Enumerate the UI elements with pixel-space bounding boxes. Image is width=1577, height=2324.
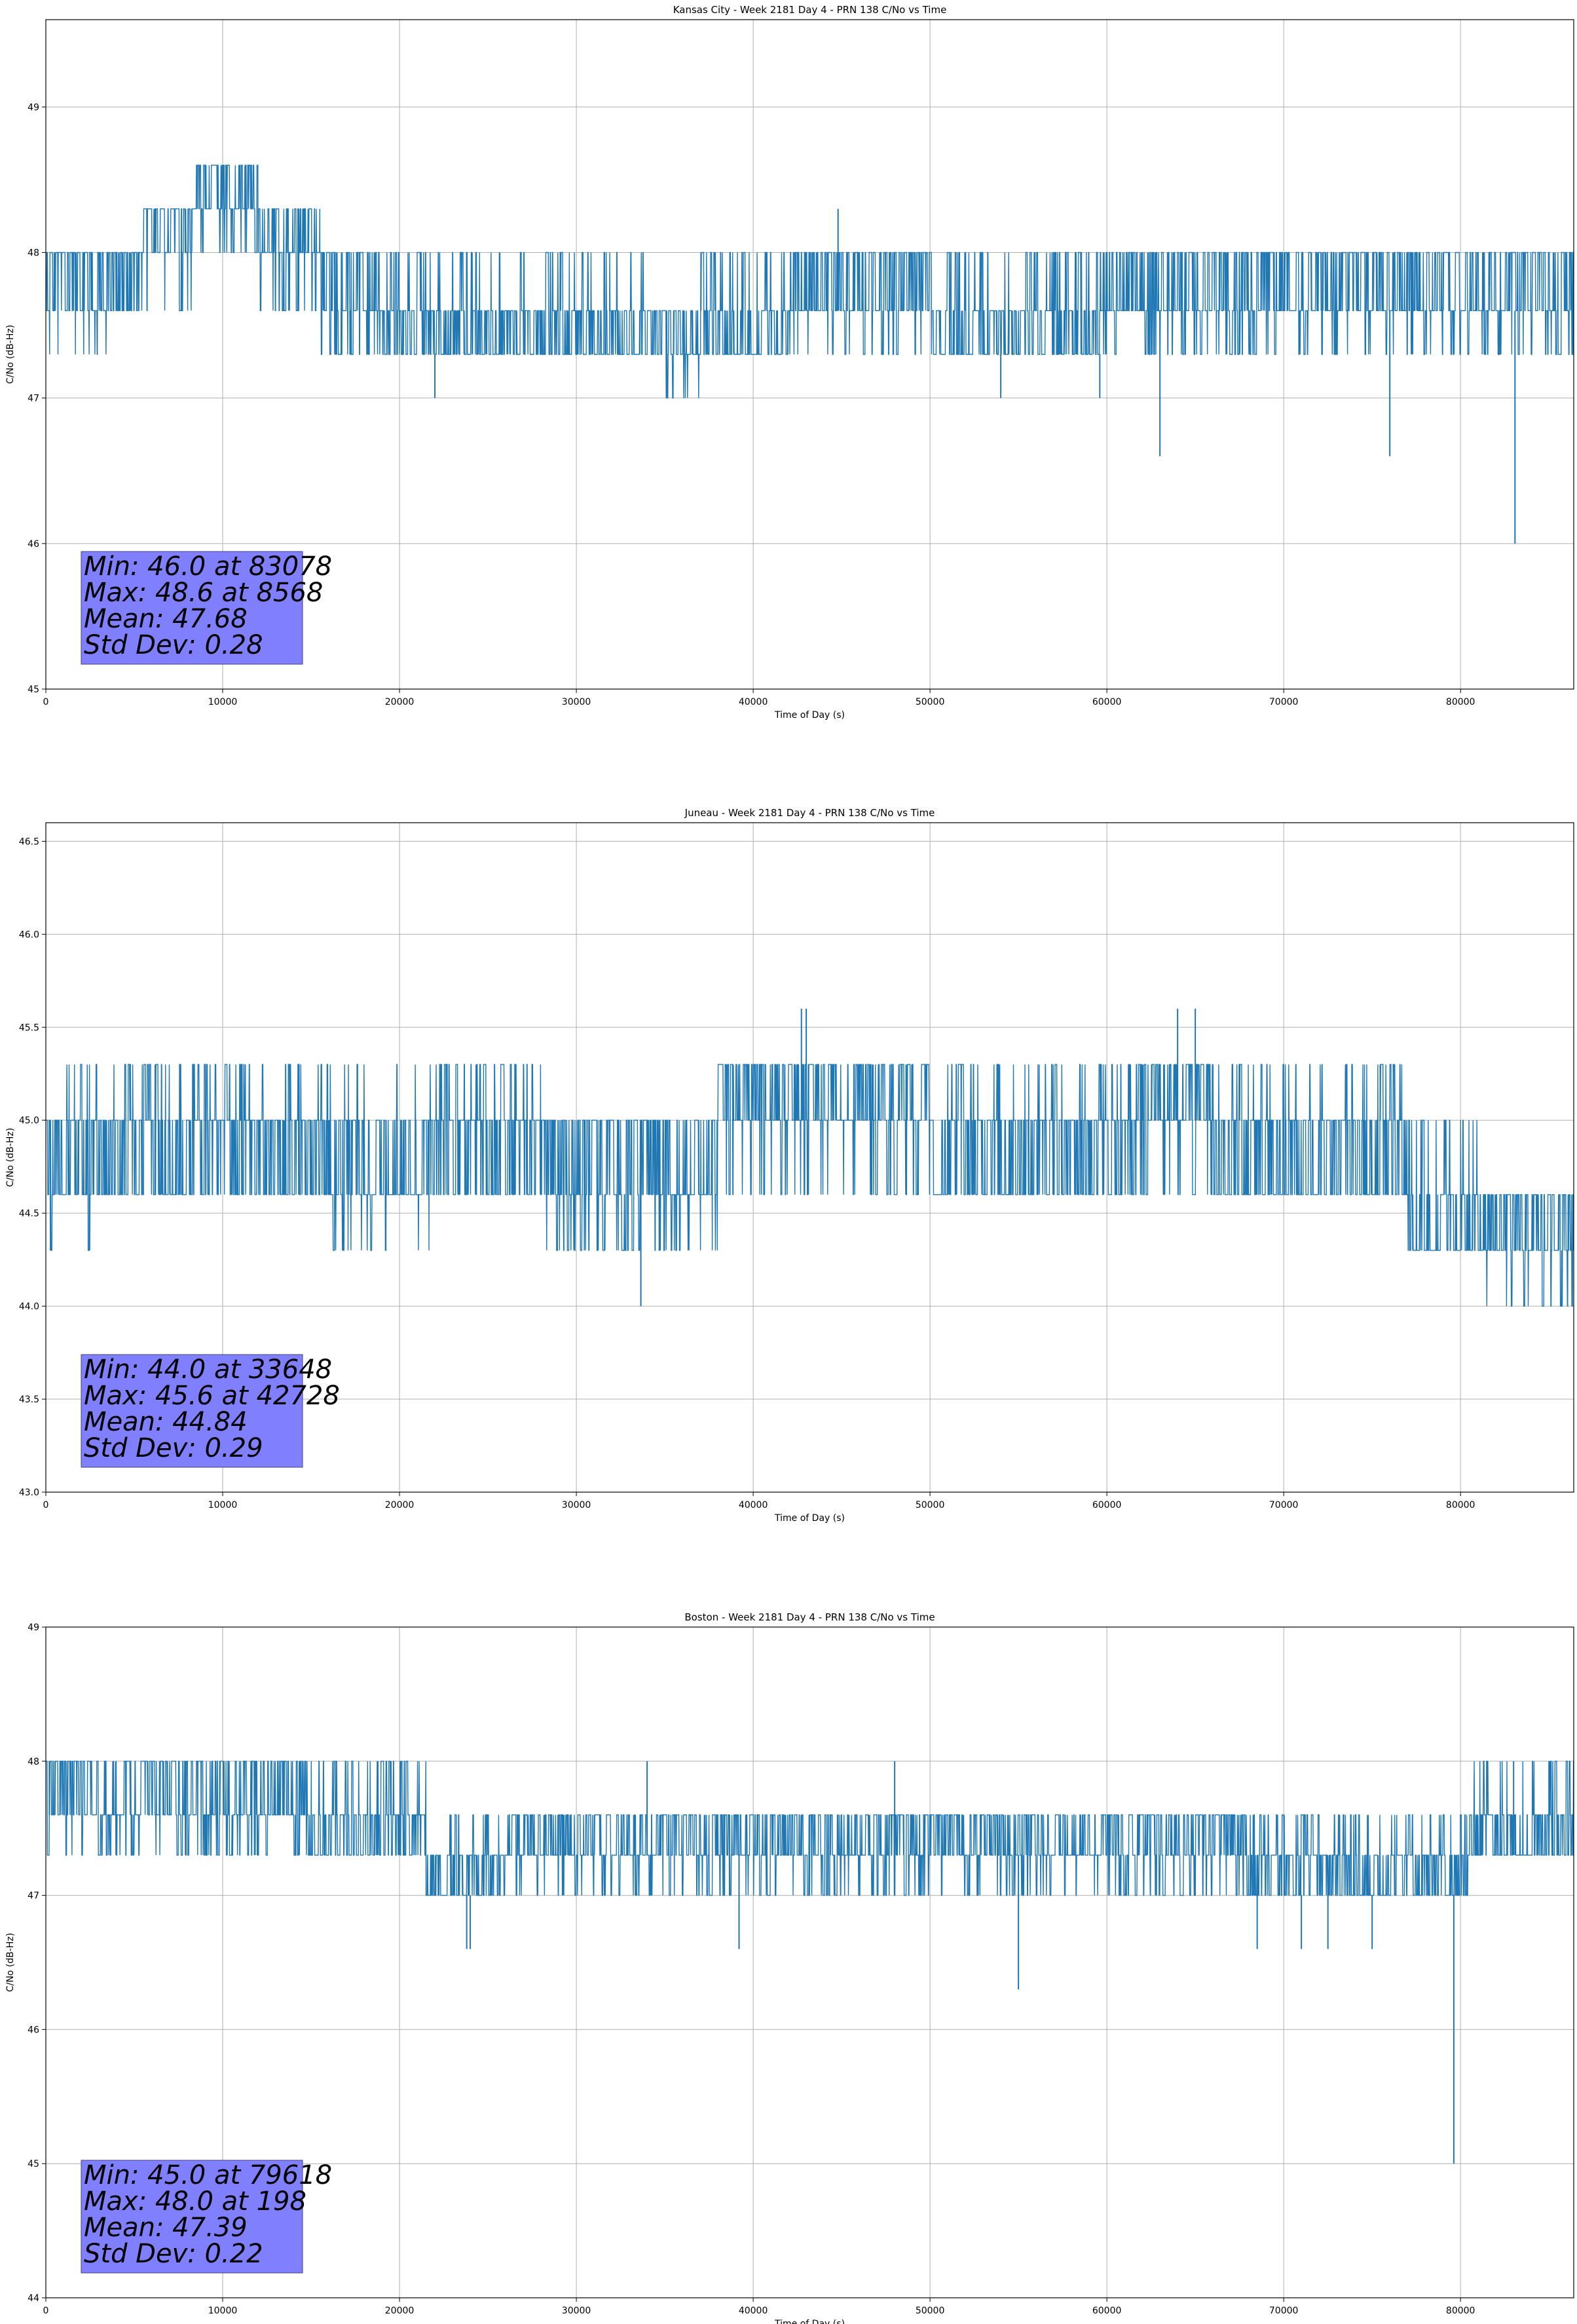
chart-panel-3: Boston - Week 2181 Day 4 - PRN 138 C/No … <box>5 1611 1574 2324</box>
x-tick-label: 30000 <box>562 697 591 707</box>
x-axis-label: Time of Day (s) <box>774 710 845 721</box>
chart-panel-1: Kansas City - Week 2181 Day 4 - PRN 138 … <box>5 4 1574 721</box>
stats-line: Max: 48.6 at 8568 <box>84 578 323 608</box>
y-tick-label: 49 <box>28 102 39 113</box>
x-tick-label: 30000 <box>562 2306 591 2316</box>
cno-series-line <box>46 164 1574 399</box>
stats-line: Min: 44.0 at 33648 <box>84 1355 332 1385</box>
stats-line: Mean: 44.84 <box>84 1407 248 1437</box>
x-tick-label: 60000 <box>1092 1500 1122 1510</box>
x-tick-label: 0 <box>43 697 49 707</box>
x-tick-label: 10000 <box>208 697 238 707</box>
y-tick-label: 44 <box>28 2293 39 2304</box>
x-tick-label: 80000 <box>1446 2306 1475 2316</box>
y-axis-label: C/No (dB-Hz) <box>5 1933 16 1992</box>
cno-series-line <box>46 1064 1574 1307</box>
y-tick-label: 46.0 <box>19 929 39 940</box>
y-tick-label: 49 <box>28 1622 39 1633</box>
x-tick-label: 20000 <box>385 2306 415 2316</box>
plot-frame <box>45 822 1574 1493</box>
x-tick-label: 0 <box>43 2306 49 2316</box>
x-tick-label: 40000 <box>739 1500 768 1510</box>
x-axis-label: Time of Day (s) <box>774 1513 845 1524</box>
stats-line: Mean: 47.68 <box>84 604 248 634</box>
y-tick-label: 47 <box>28 1891 39 1902</box>
stats-line: Mean: 47.39 <box>84 2213 248 2243</box>
stats-box <box>81 1354 303 1468</box>
stats-line: Std Dev: 0.22 <box>84 2239 263 2269</box>
x-tick-label: 50000 <box>916 1500 945 1510</box>
y-tick-label: 45.0 <box>19 1115 39 1126</box>
chart-title: Boston - Week 2181 Day 4 - PRN 138 C/No … <box>684 1611 935 1623</box>
chart-title: Kansas City - Week 2181 Day 4 - PRN 138 … <box>673 4 947 16</box>
x-tick-label: 70000 <box>1269 2306 1299 2316</box>
stats-box <box>81 2160 303 2274</box>
stats-line: Min: 46.0 at 83078 <box>84 552 332 582</box>
y-axis-label: C/No (dB-Hz) <box>5 1128 16 1187</box>
x-tick-label: 70000 <box>1269 697 1299 707</box>
x-tick-label: 10000 <box>208 1500 238 1510</box>
x-tick-label: 20000 <box>385 1500 415 1510</box>
x-tick-label: 0 <box>43 1500 49 1510</box>
stats-line: Std Dev: 0.29 <box>84 1433 263 1463</box>
chart-title: Juneau - Week 2181 Day 4 - PRN 138 C/No … <box>684 807 935 819</box>
plot-frame <box>45 19 1574 690</box>
y-tick-label: 44.0 <box>19 1302 39 1312</box>
y-axis-label: C/No (dB-Hz) <box>5 325 16 384</box>
y-tick-label: 44.5 <box>19 1209 39 1219</box>
x-tick-label: 80000 <box>1446 1500 1475 1510</box>
x-axis-label: Time of Day (s) <box>774 2319 845 2324</box>
stats-line: Max: 45.6 at 42728 <box>84 1381 340 1411</box>
x-tick-label: 40000 <box>739 697 768 707</box>
y-tick-label: 45.5 <box>19 1022 39 1033</box>
stats-line: Min: 45.0 at 79618 <box>84 2160 332 2190</box>
chart-panel-2: Juneau - Week 2181 Day 4 - PRN 138 C/No … <box>5 807 1574 1524</box>
x-tick-label: 70000 <box>1269 1500 1299 1510</box>
stats-line: Std Dev: 0.28 <box>84 630 263 660</box>
x-tick-label: 30000 <box>562 1500 591 1510</box>
y-tick-label: 46.5 <box>19 836 39 847</box>
plot-frame <box>45 1626 1574 2298</box>
x-tick-label: 60000 <box>1092 2306 1122 2316</box>
x-tick-label: 50000 <box>916 697 945 707</box>
x-tick-label: 10000 <box>208 2306 238 2316</box>
stats-line: Max: 48.0 at 198 <box>84 2186 306 2217</box>
y-tick-label: 43.0 <box>19 1488 39 1498</box>
x-tick-label: 40000 <box>739 2306 768 2316</box>
y-tick-label: 48 <box>28 248 39 258</box>
y-tick-label: 45 <box>28 684 39 695</box>
cno-series-line <box>46 1761 1574 1896</box>
y-tick-label: 47 <box>28 394 39 404</box>
x-tick-label: 20000 <box>385 697 415 707</box>
y-tick-label: 46 <box>28 539 39 550</box>
stats-box <box>81 551 303 665</box>
y-tick-label: 48 <box>28 1757 39 1767</box>
x-tick-label: 60000 <box>1092 697 1122 707</box>
y-tick-label: 46 <box>28 2025 39 2035</box>
y-tick-label: 43.5 <box>19 1395 39 1405</box>
x-tick-label: 50000 <box>916 2306 945 2316</box>
y-tick-label: 45 <box>28 2159 39 2169</box>
x-tick-label: 80000 <box>1446 697 1475 707</box>
